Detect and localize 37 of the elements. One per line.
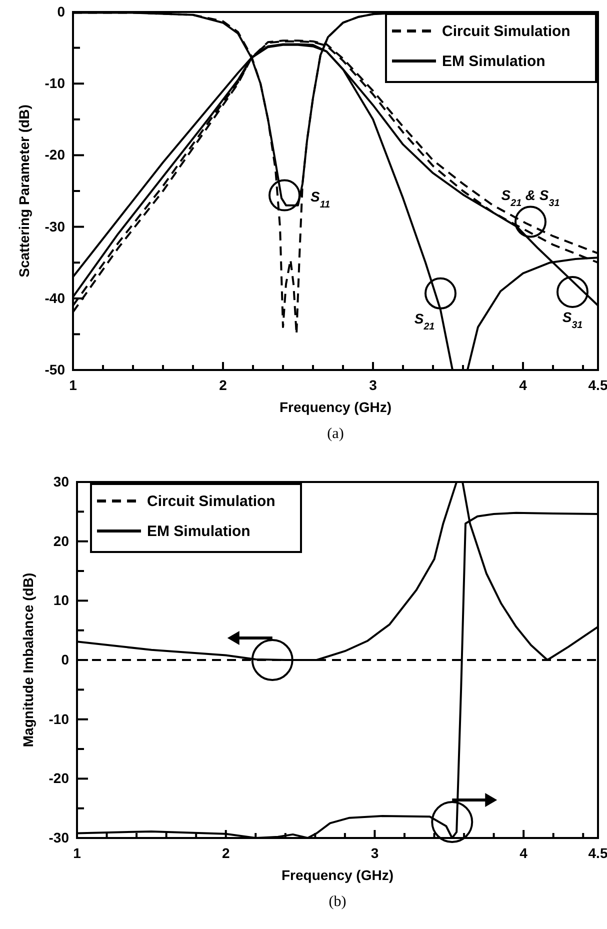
y-axis-title: Magnitude Imbalance (dB) [20, 572, 36, 748]
x-tick-label: 1 [69, 376, 78, 393]
x-tick-label: 3 [369, 376, 378, 393]
y-tick-label: 0 [57, 3, 66, 20]
x-tick-label: 4 [520, 844, 528, 861]
x-axis-title: Frequency (GHz) [281, 867, 394, 883]
x-tick-label: 4.5 [588, 376, 607, 393]
y-tick-label: 20 [53, 532, 70, 549]
annotation: S$_{21}$ & S$_{31}$ [501, 186, 560, 208]
x-tick-label: 4 [519, 376, 528, 393]
y-tick-label: 30 [53, 473, 70, 490]
y-tick-label: -30 [48, 829, 70, 846]
x-tick-label: 3 [370, 844, 379, 861]
y-tick-label: -40 [44, 290, 66, 306]
legend-label: EM Simulation [147, 523, 250, 540]
text: (b) [328, 894, 346, 910]
y-tick-label: -50 [44, 361, 66, 378]
y-tick-label: 0 [61, 651, 70, 668]
y-tick-label: -20 [48, 770, 70, 786]
x-tick-label: 2 [222, 844, 230, 861]
y-tick-label: -20 [44, 146, 66, 163]
x-tick-label: 4.5 [588, 844, 607, 861]
y-tick-label: -10 [48, 710, 70, 727]
text: (a) [327, 426, 344, 442]
y-tick-label: -10 [44, 75, 66, 92]
x-tick-label: 1 [73, 844, 82, 861]
x-tick-label: 2 [219, 376, 228, 393]
annotation: S$_{11}$ [310, 188, 330, 210]
y-tick-label: 10 [53, 592, 70, 608]
y-axis-title: Scattering Parameter (dB) [16, 104, 32, 278]
legend-label: EM Simulation [442, 53, 546, 70]
x-axis-title: Frequency (GHz) [279, 399, 392, 415]
y-tick-label: -30 [44, 218, 66, 234]
annotation: S$_{31}$ [562, 308, 583, 330]
legend-label: Circuit Simulation [147, 493, 276, 510]
annotation: S$_{21}$ [414, 310, 435, 332]
legend-label: Circuit Simulation [442, 23, 570, 40]
